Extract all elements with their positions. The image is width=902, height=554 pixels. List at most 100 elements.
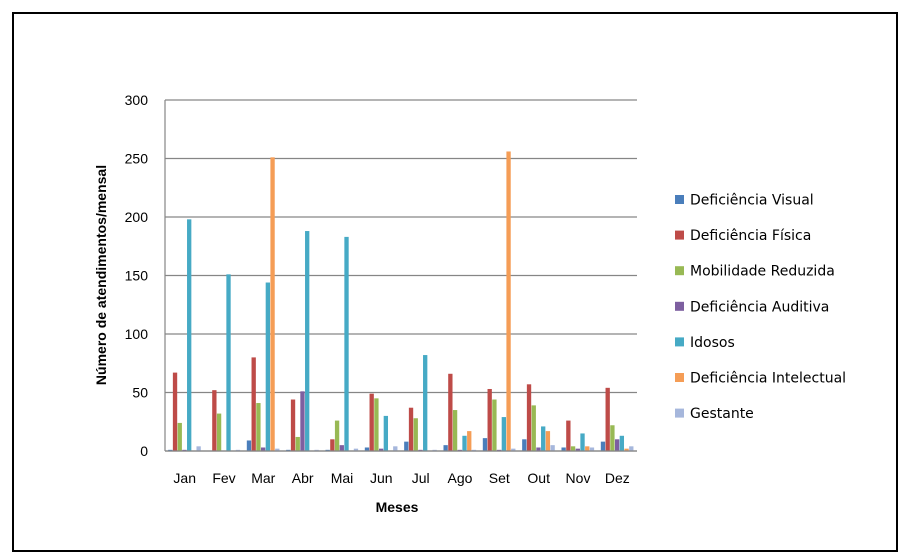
x-tick-label: Dez bbox=[605, 470, 630, 486]
legend-swatch bbox=[675, 408, 684, 418]
bar-jul-series-2 bbox=[413, 418, 418, 451]
bar-out-series-3 bbox=[536, 447, 541, 451]
bar-fev-series-2 bbox=[216, 413, 222, 451]
x-tick-label: Mar bbox=[251, 470, 275, 486]
bar-abr-series-4 bbox=[305, 231, 310, 451]
x-tick-label: Jan bbox=[173, 470, 196, 486]
bar-nov-series-2 bbox=[570, 446, 576, 451]
bar-dez-series-0 bbox=[600, 441, 606, 451]
legend-label: Deficiência Auditiva bbox=[690, 299, 829, 315]
bar-mar-series-1 bbox=[251, 357, 256, 451]
bar-dez-series-2 bbox=[610, 425, 615, 451]
bar-nov-series-5 bbox=[585, 446, 590, 451]
legend-swatch bbox=[675, 301, 684, 311]
bar-jul-series-0 bbox=[404, 441, 409, 451]
bars-group bbox=[165, 151, 637, 452]
bar-jan-series-2 bbox=[177, 422, 182, 451]
bar-jun-series-1 bbox=[369, 393, 374, 451]
bar-ago-series-5 bbox=[467, 431, 472, 451]
bar-mar-series-5 bbox=[270, 157, 275, 451]
bar-jan-series-4 bbox=[187, 219, 192, 451]
x-tick-label: Abr bbox=[292, 470, 314, 486]
y-tick-label: 150 bbox=[125, 268, 149, 284]
bar-jan-series-6 bbox=[196, 446, 201, 451]
x-tick-label: Jun bbox=[370, 470, 393, 486]
legend-label: Deficiência Física bbox=[690, 228, 811, 244]
bar-abr-series-2 bbox=[295, 436, 300, 451]
bar-out-series-0 bbox=[522, 439, 527, 451]
bar-mar-series-3 bbox=[260, 447, 266, 451]
bar-nov-series-0 bbox=[561, 447, 566, 451]
bar-fev-series-4 bbox=[226, 274, 231, 451]
y-tick-labels: 0 50 100 150 200 250 300 bbox=[125, 92, 149, 459]
y-tick-label: 200 bbox=[125, 209, 149, 225]
y-tick-label: 100 bbox=[125, 326, 149, 342]
bar-jul-series-4 bbox=[423, 355, 428, 451]
legend-label: Gestante bbox=[690, 406, 754, 422]
bar-jan-series-1 bbox=[172, 372, 178, 451]
y-tick-label: 300 bbox=[125, 92, 149, 108]
bar-dez-series-5 bbox=[624, 448, 629, 451]
x-tick-label: Set bbox=[489, 470, 510, 486]
bar-ago-series-0 bbox=[443, 445, 448, 451]
legend-label: Deficiência Visual bbox=[690, 193, 814, 209]
bar-set-series-6 bbox=[511, 448, 516, 451]
x-tick-label: Out bbox=[527, 470, 550, 486]
bar-mar-series-4 bbox=[265, 282, 271, 451]
bar-dez-series-6 bbox=[629, 446, 634, 451]
bar-ago-series-1 bbox=[448, 373, 453, 451]
legend: Deficiência Visual Deficiência Física Mobi… bbox=[675, 193, 846, 422]
bar-dez-series-4 bbox=[619, 435, 625, 451]
x-axis-title: Meses bbox=[376, 499, 419, 515]
bar-jun-series-3 bbox=[378, 448, 384, 451]
bar-out-series-6 bbox=[550, 445, 555, 451]
bar-set-series-5 bbox=[506, 151, 511, 452]
bar-jul-series-1 bbox=[408, 407, 414, 451]
bar-mai-series-4 bbox=[344, 236, 349, 451]
bar-set-series-1 bbox=[487, 388, 492, 451]
x-tick-label: Mai bbox=[331, 470, 354, 486]
bar-set-series-4 bbox=[501, 417, 507, 451]
y-tick-label: 0 bbox=[140, 443, 148, 459]
bar-nov-series-4 bbox=[580, 433, 585, 451]
bar-set-series-0 bbox=[482, 438, 488, 451]
bar-abr-series-1 bbox=[290, 399, 296, 451]
bar-dez-series-3 bbox=[614, 439, 620, 451]
y-tick-label: 50 bbox=[132, 385, 148, 401]
legend-swatch bbox=[675, 337, 684, 347]
bar-ago-series-4 bbox=[462, 435, 467, 451]
bar-mai-series-3 bbox=[339, 445, 344, 451]
y-tick-label: 250 bbox=[125, 151, 149, 167]
x-tick-label: Fev bbox=[212, 470, 235, 486]
bar-jun-series-6 bbox=[393, 446, 398, 451]
legend-label: Mobilidade Reduzida bbox=[690, 264, 835, 280]
bar-nov-series-6 bbox=[589, 447, 595, 451]
bar-ago-series-2 bbox=[452, 410, 458, 451]
bar-out-series-4 bbox=[541, 426, 546, 451]
bar-fev-series-1 bbox=[212, 390, 217, 451]
bar-jun-series-0 bbox=[364, 447, 370, 451]
legend-swatch bbox=[675, 266, 684, 276]
bar-mai-series-6 bbox=[353, 448, 359, 451]
gridlines bbox=[164, 99, 637, 452]
legend-swatch bbox=[675, 195, 684, 204]
legend-label: Idosos bbox=[690, 335, 735, 351]
legend-swatch bbox=[675, 230, 684, 240]
bar-abr-series-3 bbox=[300, 391, 305, 451]
legend-swatch bbox=[675, 373, 684, 382]
bar-nov-series-1 bbox=[566, 420, 571, 451]
y-axis-title: Número de atendimentos/mensal bbox=[93, 165, 109, 385]
bar-mai-series-1 bbox=[330, 439, 335, 451]
bar-mar-series-0 bbox=[246, 440, 252, 451]
legend-label: Deficiência Intelectual bbox=[690, 371, 846, 387]
x-tick-label: Jul bbox=[412, 470, 430, 486]
chart-frame bbox=[12, 12, 898, 552]
x-tick-label: Nov bbox=[566, 470, 591, 486]
bar-mar-series-2 bbox=[256, 403, 261, 451]
bar-set-series-2 bbox=[492, 399, 497, 451]
bar-mar-series-6 bbox=[275, 448, 280, 451]
bar-nov-series-3 bbox=[575, 448, 580, 451]
bar-jun-series-4 bbox=[383, 415, 389, 451]
bar-out-series-1 bbox=[526, 384, 532, 451]
